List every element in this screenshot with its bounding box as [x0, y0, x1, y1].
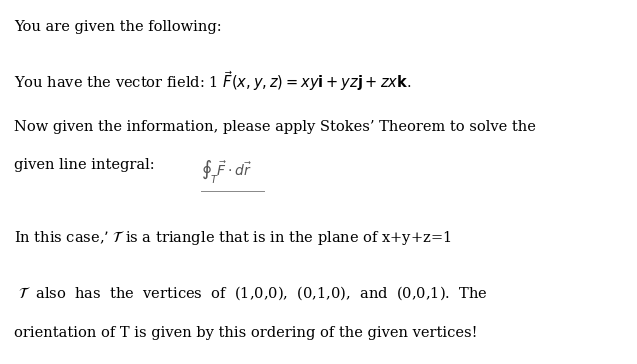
Text: You have the vector field: 1 $\vec{F}(x, y, z) = xy\mathbf{i}+yz\mathbf{j}+zx\ma: You have the vector field: 1 $\vec{F}(x,…	[14, 69, 412, 93]
Text: In this case,’ $\mathcal{T}$ is a triangle that is in the plane of x+y+z=1: In this case,’ $\mathcal{T}$ is a triang…	[14, 229, 452, 247]
Text: given line integral:: given line integral:	[14, 158, 155, 172]
Text: $\mathcal{T}$  also  has  the  vertices  of  (1,0,0),  (0,1,0),  and  (0,0,1).  : $\mathcal{T}$ also has the vertices of (…	[14, 284, 488, 302]
Text: orientation of T is given by this ordering of the given vertices!: orientation of T is given by this orderi…	[14, 326, 478, 340]
Text: You are given the following:: You are given the following:	[14, 20, 222, 34]
Text: $\oint_{T} \vec{F} \cdot d\vec{r}$: $\oint_{T} \vec{F} \cdot d\vec{r}$	[201, 158, 252, 186]
Text: Now given the information, please apply Stokes’ Theorem to solve the: Now given the information, please apply …	[14, 120, 536, 134]
